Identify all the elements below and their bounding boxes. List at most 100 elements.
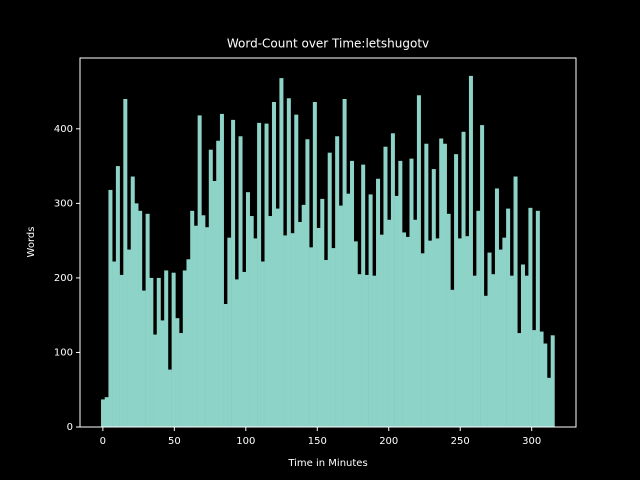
bar (208, 149, 213, 427)
bar (491, 274, 496, 427)
bar (480, 125, 485, 427)
bar (539, 331, 544, 427)
y-tick-label: 100 (54, 347, 73, 358)
bar (271, 101, 276, 428)
bar (416, 95, 421, 427)
bar (379, 234, 384, 427)
bar (268, 216, 273, 427)
bar (123, 99, 128, 427)
bar (413, 219, 418, 427)
bar (520, 264, 525, 427)
bar (130, 176, 135, 427)
axes-frame (79, 57, 577, 428)
bar (376, 178, 381, 427)
bar (532, 330, 537, 427)
bar (153, 334, 158, 427)
bar (257, 122, 262, 427)
bar (353, 241, 358, 427)
bar (242, 271, 247, 427)
bar (350, 160, 355, 427)
y-axis-label: Words (26, 227, 37, 258)
bar (249, 216, 254, 427)
bar (524, 275, 529, 427)
bar (368, 194, 373, 427)
bar (212, 181, 217, 427)
bar (364, 274, 369, 427)
bar (472, 275, 477, 427)
bar (387, 219, 392, 427)
bar (405, 236, 410, 427)
bar (127, 249, 132, 427)
bar (431, 169, 436, 427)
bar (108, 189, 113, 427)
x-tick-label: 50 (168, 436, 181, 447)
bar (193, 225, 198, 427)
bar (197, 115, 202, 428)
bar (390, 133, 395, 428)
bar (234, 279, 239, 427)
bar (394, 195, 399, 427)
bar (112, 261, 117, 427)
bar (156, 277, 161, 427)
bar (502, 237, 507, 427)
x-axis-label: Time in Minutes (287, 458, 367, 469)
bar (275, 208, 280, 427)
bar (424, 143, 429, 427)
bar (550, 335, 555, 427)
bar (442, 143, 447, 427)
y-tick-label: 300 (54, 198, 73, 209)
bar (201, 215, 206, 427)
bar (506, 208, 511, 427)
bar (149, 277, 154, 427)
bar (253, 238, 258, 427)
bar (179, 333, 184, 427)
bar (305, 139, 310, 427)
bar (301, 204, 306, 427)
y-tick-label: 400 (54, 124, 73, 135)
bar (498, 249, 503, 427)
bar (227, 237, 232, 427)
bar (402, 232, 407, 427)
bar (494, 188, 499, 427)
bar (312, 101, 317, 428)
x-tick-label: 150 (308, 436, 327, 447)
bar (119, 274, 124, 427)
bar (294, 114, 299, 428)
bar (138, 210, 143, 427)
x-tick-label: 0 (100, 436, 106, 447)
bar (513, 176, 518, 427)
bar (446, 213, 451, 427)
bar (164, 270, 169, 427)
y-tick-label: 0 (67, 422, 73, 433)
bar (186, 259, 191, 427)
bar (346, 193, 351, 427)
bar (160, 320, 165, 427)
bar (361, 164, 366, 427)
bar (357, 274, 362, 427)
bar (134, 203, 139, 427)
bar (309, 247, 314, 427)
bar (216, 140, 221, 427)
bar (101, 399, 106, 427)
bar (457, 238, 462, 427)
bar (290, 233, 295, 427)
bar (546, 377, 551, 427)
bar (182, 270, 187, 427)
bar (454, 154, 459, 427)
bar (323, 260, 329, 427)
bar (439, 138, 444, 427)
bar (190, 210, 195, 427)
bar (327, 152, 332, 427)
bar (528, 207, 533, 427)
bar (331, 248, 336, 427)
x-tick-label: 100 (236, 436, 255, 447)
bar (297, 222, 302, 427)
chart-title: Word-Count over Time:letshugotv (227, 37, 429, 51)
bar (171, 272, 176, 427)
bar (283, 235, 288, 427)
bar (219, 113, 224, 427)
bar (145, 213, 150, 427)
bar (420, 253, 425, 427)
bar (342, 99, 347, 427)
